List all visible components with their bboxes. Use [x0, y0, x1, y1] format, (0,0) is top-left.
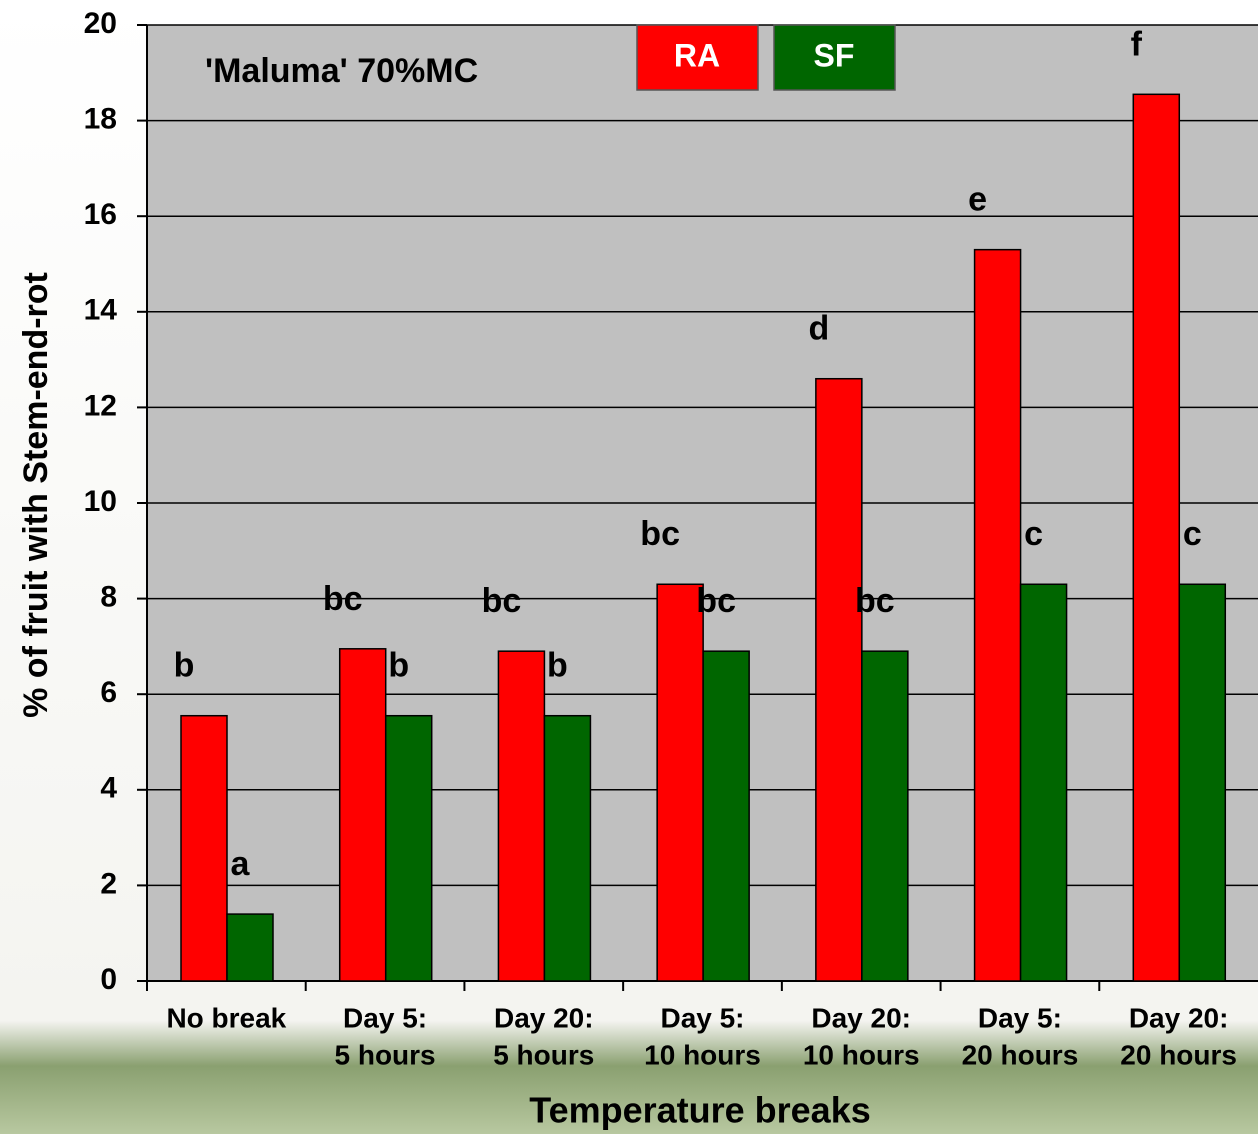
y-tick-label: 10: [84, 485, 117, 518]
x-tick-label: 10 hours: [803, 1039, 920, 1070]
x-tick-label: Day 5:: [978, 1002, 1062, 1033]
y-tick-label: 8: [100, 581, 117, 614]
significance-label: c: [1183, 515, 1202, 553]
y-tick-label: 16: [84, 198, 117, 231]
bar: [180, 714, 228, 982]
bar: [543, 714, 592, 982]
bar: [226, 913, 274, 982]
y-tick-label: 18: [84, 103, 117, 136]
bar: [1132, 93, 1181, 982]
bar: [973, 248, 1022, 982]
x-tick-label: Day 5:: [343, 1002, 427, 1033]
bar: [702, 650, 750, 982]
significance-label: bc: [855, 582, 895, 620]
significance-label: bc: [323, 580, 363, 618]
significance-label: a: [231, 845, 251, 883]
bar: [861, 650, 909, 982]
x-tick-label: 10 hours: [644, 1039, 761, 1070]
x-tick-label: Day 5:: [660, 1002, 744, 1033]
x-tick-label: Day 20:: [494, 1002, 594, 1033]
x-tick-label: No break: [166, 1002, 286, 1033]
x-tick-label: 20 hours: [962, 1039, 1079, 1070]
legend-swatch: [773, 24, 896, 91]
bar: [815, 377, 863, 982]
x-tick-label: Day 20:: [811, 1002, 911, 1033]
y-tick-label: 6: [100, 676, 117, 709]
x-tick-label: 5 hours: [335, 1039, 436, 1070]
y-tick-label: 2: [100, 867, 117, 900]
bar: [384, 714, 433, 982]
y-tick-label: 14: [84, 294, 118, 327]
significance-label: f: [1131, 25, 1143, 63]
y-tick-label: 20: [84, 7, 117, 40]
y-axis-label: % of fruit with Stem-end-rot: [17, 272, 55, 718]
y-tick-label: 0: [100, 963, 117, 996]
legend-swatch: [636, 24, 759, 91]
bar: [1178, 583, 1227, 982]
x-tick-label: 5 hours: [493, 1039, 594, 1070]
significance-label: d: [808, 310, 829, 348]
y-tick-label: 12: [84, 389, 117, 422]
significance-label: bc: [696, 582, 736, 620]
significance-label: bc: [482, 582, 522, 620]
legend-label: SF: [814, 37, 855, 73]
significance-label: b: [388, 647, 409, 685]
bar: [1019, 583, 1068, 982]
significance-label: b: [174, 647, 195, 685]
significance-label: e: [968, 181, 987, 219]
bar: [497, 650, 546, 982]
x-tick-label: 20 hours: [1120, 1039, 1237, 1070]
significance-label: bc: [640, 515, 680, 553]
significance-label: b: [547, 647, 568, 685]
bar: [656, 583, 704, 982]
bar: [338, 648, 387, 982]
chart-title: 'Maluma' 70%MC: [205, 52, 478, 90]
x-axis-label: Temperature breaks: [529, 1090, 871, 1131]
significance-label: c: [1024, 515, 1043, 553]
y-tick-label: 4: [100, 772, 117, 805]
x-tick-label: Day 20:: [1129, 1002, 1229, 1033]
legend-label: RA: [674, 37, 720, 73]
